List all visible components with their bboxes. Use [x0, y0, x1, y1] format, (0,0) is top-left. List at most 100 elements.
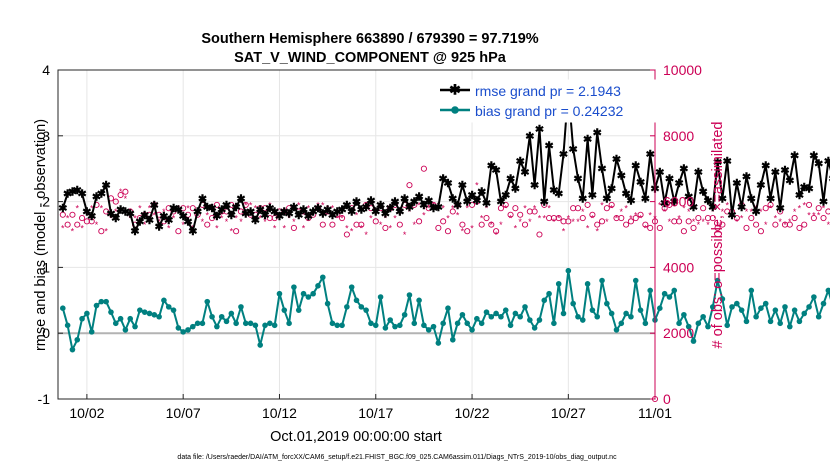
bias-point: [324, 300, 331, 307]
obs-possible-marker: [762, 205, 769, 212]
obs-possible-marker: [733, 214, 740, 222]
obs-assimilated-marker: *: [441, 204, 445, 214]
rmse-point: ✱: [482, 198, 491, 210]
obs-assimilated-marker: *: [750, 207, 754, 217]
bias-point: [305, 294, 312, 300]
rmse-point: ✱: [106, 208, 115, 220]
rmse-point: ✱: [496, 197, 505, 209]
obs-assimilated-marker: *: [95, 220, 99, 230]
bias-point: [820, 300, 827, 307]
obs-assimilated-marker: *: [725, 200, 729, 210]
rmse-point: ✱: [304, 211, 313, 223]
obs-possible-marker: [555, 214, 562, 222]
obs-possible-marker: [565, 218, 572, 225]
bias-point: [464, 320, 471, 327]
y-tick-label-left-1: 0: [42, 325, 50, 341]
axis-ticks: 10/02 10/07 10/12 10/17 10/22 10/27 11/01 -1 0 1 2…: [38, 62, 703, 421]
legend: ✱ rmse grand pr = 2.1943 bias grand pr =…: [431, 79, 657, 123]
y-tick-label-right-4: 8000: [663, 128, 694, 144]
obs-possible-marker: [478, 221, 485, 228]
obs-possible-marker: [579, 214, 586, 222]
obs-possible-marker: [271, 214, 278, 222]
obs-possible-marker: [757, 228, 764, 235]
obs-assimilated-marker: *: [711, 207, 715, 217]
obs-assimilated-marker: *: [80, 223, 84, 233]
obs-assimilated-marker: *: [576, 217, 580, 227]
obs-assimilated-marker: *: [90, 204, 94, 214]
y-tick-label-left-2: 1: [42, 259, 50, 275]
x-tick-label-4: 10/22: [455, 405, 490, 421]
bias-point: [329, 320, 336, 327]
rmse-point: ✱: [699, 187, 708, 199]
bias-point: [743, 318, 750, 325]
obs-assimilated-marker: *: [201, 217, 205, 227]
bias-point: [425, 327, 432, 333]
bias-point: [594, 313, 601, 320]
rmse-point: ✱: [655, 167, 664, 179]
obs-assimilated-marker: *: [85, 210, 89, 220]
obs-assimilated-marker: *: [273, 223, 277, 233]
obs-possible-marker: [69, 211, 76, 218]
rmse-point: ✱: [506, 174, 515, 186]
rmse-point: ✱: [222, 200, 231, 212]
bias-point: [281, 307, 288, 313]
obs-possible-marker: [791, 214, 798, 222]
bias-point: [84, 310, 90, 317]
rmse-point: ✱: [588, 190, 597, 202]
bias-point: [170, 307, 177, 313]
obs-possible-marker: [464, 228, 471, 235]
bias-point: [483, 309, 490, 315]
obs-possible-marker: [314, 205, 322, 212]
bias-point: [637, 307, 644, 313]
obs-assimilated-marker: *: [567, 214, 571, 224]
obs-assimilated-marker: *: [778, 217, 782, 227]
obs-assimilated-marker: *: [701, 217, 705, 227]
bias-point: [714, 277, 721, 284]
obs-possible-marker: [676, 218, 683, 225]
rmse-point: ✱: [578, 193, 587, 205]
rmse-point: ✱: [145, 215, 154, 227]
rmse-point: ✱: [400, 193, 409, 205]
obs-possible-marker: [59, 211, 66, 218]
obs-assimilated-marker: *: [812, 210, 816, 220]
chart-subtitle: SAT_V_WIND_COMPONENT @ 925 hPa: [234, 50, 507, 66]
obs-possible-marker: [175, 228, 182, 235]
rmse-point: ✱: [458, 180, 467, 192]
obs-assimilated-marker: *: [581, 207, 585, 217]
obs-possible-marker: [536, 231, 543, 238]
bias-point: [271, 322, 278, 329]
y-tick-label-left-0: -1: [38, 391, 51, 407]
obs-assimilated-marker: *: [740, 214, 744, 224]
rmse-point: ✱: [130, 226, 139, 238]
bias-point: [777, 320, 783, 327]
rmse-point: ✱: [284, 208, 293, 220]
legend-bias-label: bias grand pr = 0.24232: [475, 103, 623, 119]
obs-possible-marker: [517, 211, 524, 218]
obs-assimilated-marker: *: [249, 200, 253, 210]
obs-assimilated-marker: *: [620, 207, 624, 217]
obs-assimilated-marker: *: [287, 214, 291, 224]
obs-count-markers: *************** **************** *** *** ** *…: [59, 165, 830, 403]
obs-assimilated-marker: *: [167, 223, 171, 233]
rmse-point: ✱: [626, 195, 635, 207]
bias-point: [368, 320, 374, 327]
obs-assimilated-marker: *: [465, 204, 469, 214]
bias-point: [416, 297, 422, 304]
rmse-point: ✱: [814, 158, 823, 170]
obs-possible-marker: [825, 208, 830, 215]
obs-assimilated-marker: *: [571, 217, 575, 227]
obs-assimilated-marker: *: [509, 214, 513, 224]
bias-point: [334, 322, 341, 329]
bias-point: [700, 313, 706, 320]
bias-point: [392, 323, 398, 330]
obs-assimilated-marker: *: [234, 214, 238, 224]
rmse-point: ✱: [607, 183, 616, 195]
obs-possible-marker: [531, 208, 538, 215]
obs-assimilated-marker: *: [735, 217, 739, 227]
obs-assimilated-marker: *: [153, 210, 157, 220]
obs-assimilated-marker: *: [384, 214, 388, 224]
obs-assimilated-marker: *: [292, 217, 296, 227]
obs-assimilated-marker: *: [138, 204, 142, 214]
bias-point: [767, 318, 774, 325]
obs-possible-marker: [339, 214, 346, 222]
